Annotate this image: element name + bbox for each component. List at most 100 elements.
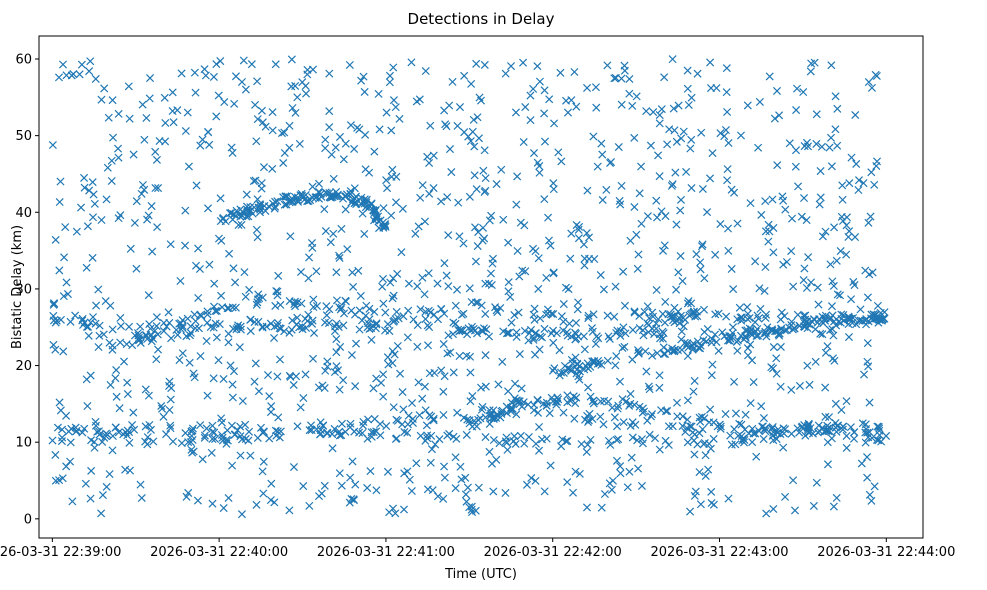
detection-point [611,282,620,291]
detection-point [416,305,425,314]
x-tick-label: 2026-03-31 22:39:00 [0,545,121,560]
detection-point [830,223,839,232]
detection-point [351,382,360,391]
detection-point [678,277,687,286]
detection-point [88,178,97,187]
detection-point [692,250,701,259]
detection-point [782,326,791,335]
detection-point [669,104,678,113]
detection-point [108,96,117,105]
detection-point [453,121,462,130]
detection-point [610,74,619,83]
detection-point [315,179,324,188]
detection-point [433,315,442,324]
detection-point [811,357,820,366]
detection-point [378,282,387,291]
detection-point [162,430,171,439]
detection-point [879,314,888,323]
detection-point [619,267,628,276]
detection-point [443,431,452,440]
detection-point [722,64,731,73]
detection-point [467,297,476,306]
detection-point [707,371,716,380]
detection-point [626,389,635,398]
detection-point [506,403,515,412]
detection-point [479,166,488,175]
detection-point [540,195,549,204]
detection-point [563,436,572,446]
detection-point [252,500,261,509]
detection-point [653,349,662,358]
detection-point [201,71,210,80]
detection-point [472,185,481,194]
detection-point [271,301,280,310]
detection-point [567,366,576,375]
detection-point [787,247,796,256]
detection-point [785,139,794,148]
detection-point [259,163,269,172]
detection-point [863,293,872,302]
detection-point [169,437,178,446]
detection-point [828,354,837,363]
detection-point [160,93,169,102]
detection-point [473,113,482,122]
detection-point [423,434,432,443]
detection-point [693,69,702,78]
detection-point [418,394,427,403]
detection-point [449,432,458,441]
detection-point [612,328,621,337]
detection-point [792,84,802,93]
detection-point [389,403,398,412]
detection-point [599,420,608,429]
detection-point [350,144,359,153]
detection-point [125,114,134,123]
detection-point [301,370,310,379]
detection-point [271,197,280,206]
detection-point [435,435,444,444]
detection-point [346,189,355,198]
detection-point [328,444,337,453]
detection-point [250,318,259,327]
detection-point [605,334,614,343]
detection-point [867,83,876,92]
detection-point [820,427,829,436]
detection-point [375,125,384,134]
detection-point [764,220,773,229]
detection-point [350,427,359,436]
detection-point [488,254,497,263]
detection-point [348,457,357,466]
detection-point [854,316,863,325]
detection-point [696,500,705,509]
detection-point [429,416,438,425]
detection-point [208,499,217,508]
detection-point [865,398,874,407]
detection-point [806,67,815,76]
detection-point [367,335,376,344]
detection-point [347,494,356,503]
detection-point [504,287,513,296]
detection-point [487,414,496,423]
detection-point [119,357,129,366]
detection-point [265,392,274,401]
detection-point [584,311,593,320]
detection-point [107,156,116,165]
detection-point [726,431,735,440]
detection-point [749,378,758,387]
detection-point [224,338,233,347]
detection-point [587,324,596,333]
detection-point [337,419,346,428]
detection-point [712,84,721,93]
detection-point [387,126,396,135]
detection-point [660,318,669,327]
detection-point [299,393,308,403]
detection-point [625,74,634,84]
detection-point [832,493,841,502]
detection-point [604,397,613,406]
detection-point [91,74,100,83]
detection-point [152,322,161,331]
detection-point [323,362,332,371]
detection-point [701,451,710,460]
detection-point [701,471,710,481]
detection-point [538,435,547,444]
detection-point [655,172,664,181]
